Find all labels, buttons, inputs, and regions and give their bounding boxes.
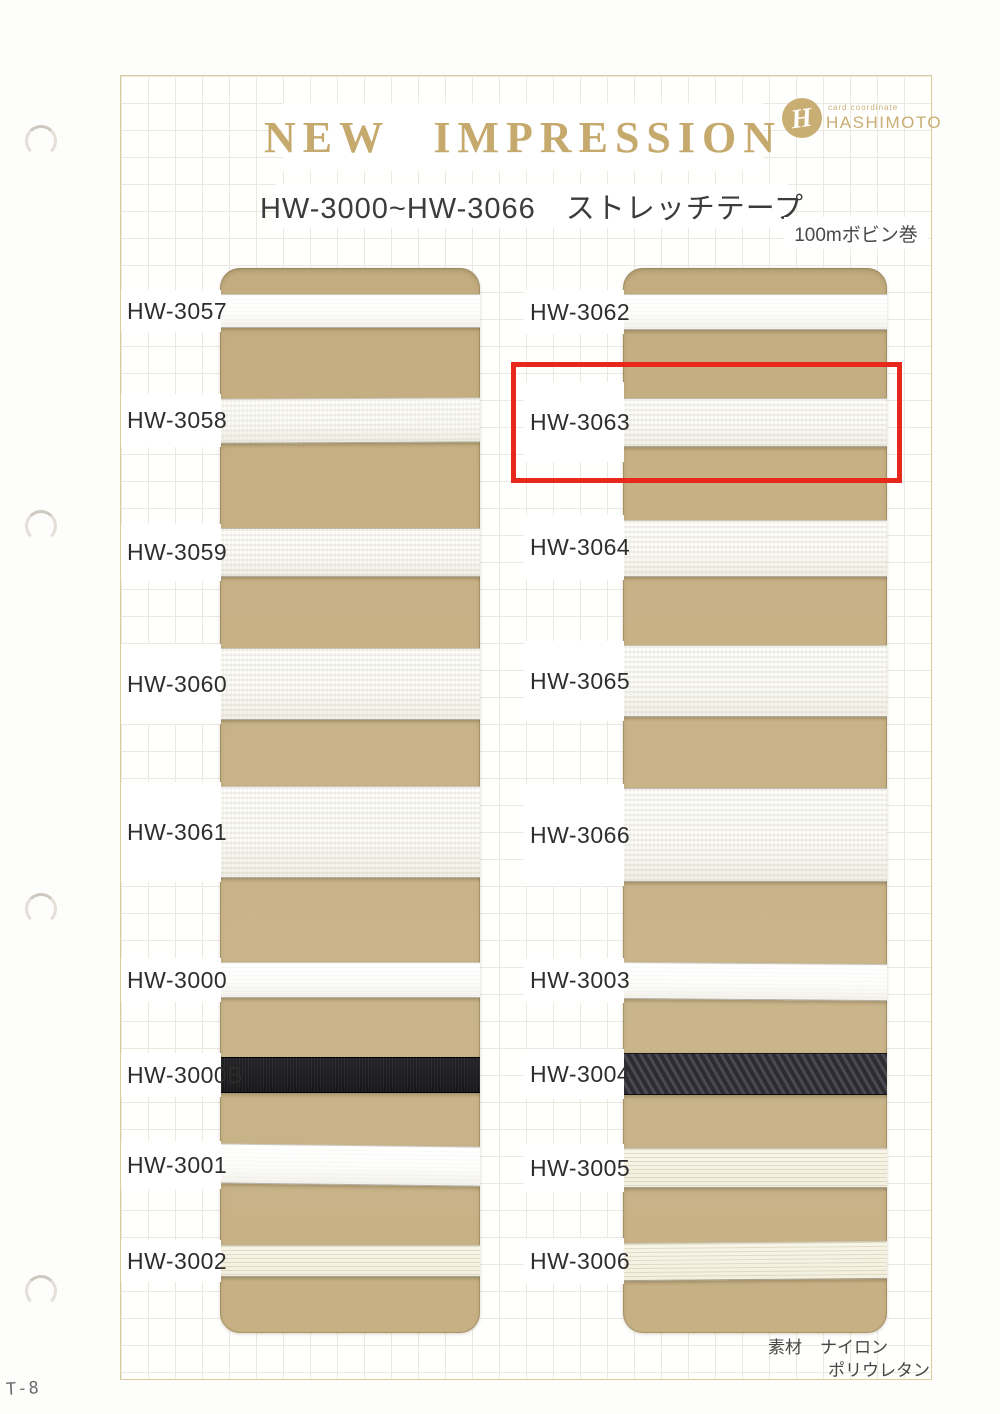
logo-tagline: card coordinate <box>828 103 899 112</box>
page-number: T-8 <box>5 1378 41 1400</box>
label-hw-3000: HW-3000 <box>121 958 227 1002</box>
logo-monogram-icon: H <box>782 98 822 138</box>
subtitle-sticker: HW-3000~HW-3066 ストレッチテープ <box>259 184 805 228</box>
tape-hw-3060 <box>220 648 480 720</box>
label-hw-3061: HW-3061 <box>121 782 227 882</box>
tape-hw-3058 <box>220 397 480 444</box>
page-subtitle: HW-3000~HW-3066 ストレッチテープ <box>259 193 805 225</box>
sample-board-right <box>623 268 887 1333</box>
tape-hw-3061 <box>220 786 480 878</box>
binder-hole <box>25 125 57 157</box>
highlight-box-hw-3063 <box>511 362 902 483</box>
page-title: NEW IMPRESSION <box>263 112 783 162</box>
tape-hw-3062 <box>623 294 887 330</box>
label-hw-3006: HW-3006 <box>524 1238 630 1284</box>
binder-hole <box>25 893 57 925</box>
hashimoto-logo: H card coordinate HASHIMOTO <box>782 96 941 146</box>
label-hw-3001: HW-3001 <box>121 1141 227 1189</box>
label-hw-3057: HW-3057 <box>121 290 227 332</box>
label-hw-3058: HW-3058 <box>121 394 227 447</box>
label-hw-3002: HW-3002 <box>121 1240 227 1282</box>
label-hw-3004: HW-3004 <box>524 1049 630 1099</box>
binder-hole <box>25 510 57 542</box>
sample-board-left <box>220 268 480 1333</box>
label-hw-3060: HW-3060 <box>121 644 227 724</box>
label-hw-3003: HW-3003 <box>524 958 630 1003</box>
tape-hw-3000 <box>220 962 480 998</box>
label-hw-3059: HW-3059 <box>121 524 227 581</box>
label-hw-3064: HW-3064 <box>524 515 630 580</box>
title-sticker: NEW IMPRESSION <box>263 103 783 171</box>
label-hw-3062: HW-3062 <box>524 290 630 334</box>
label-hw-3065: HW-3065 <box>524 641 630 721</box>
bobbin-note: 100mボビン巻 <box>794 224 918 246</box>
label-hw-3005: HW-3005 <box>524 1144 630 1192</box>
tape-hw-3002 <box>220 1245 480 1277</box>
bobbin-note-sticker: 100mボビン巻 <box>784 217 928 249</box>
binder-hole <box>25 1275 57 1307</box>
materials-label: 素材 <box>768 1338 802 1357</box>
tape-hw-3059 <box>220 528 480 577</box>
tape-hw-3005 <box>623 1148 887 1188</box>
label-hw-3066: HW-3066 <box>524 784 630 886</box>
tape-hw-3004 <box>623 1053 887 1095</box>
tape-hw-3065 <box>623 645 887 717</box>
tape-hw-3006 <box>623 1240 887 1282</box>
label-hw-3063: HW-3063 <box>524 382 630 462</box>
tape-hw-3003 <box>623 961 887 1002</box>
materials-note: 素材 ナイロン ポリウレタン <box>768 1336 930 1382</box>
tape-hw-3001 <box>220 1143 480 1187</box>
label-hw-3000b: HW-3000B <box>121 1053 243 1097</box>
material-nylon: ナイロン <box>820 1338 888 1357</box>
tape-hw-3057 <box>220 294 480 328</box>
material-polyurethane: ポリウレタン <box>828 1361 930 1380</box>
tape-hw-3000b <box>220 1057 480 1093</box>
tape-hw-3063 <box>623 398 887 447</box>
tape-hw-3064 <box>623 520 887 577</box>
tape-hw-3066 <box>623 788 887 882</box>
logo-company-name: HASHIMOTO <box>826 113 943 132</box>
